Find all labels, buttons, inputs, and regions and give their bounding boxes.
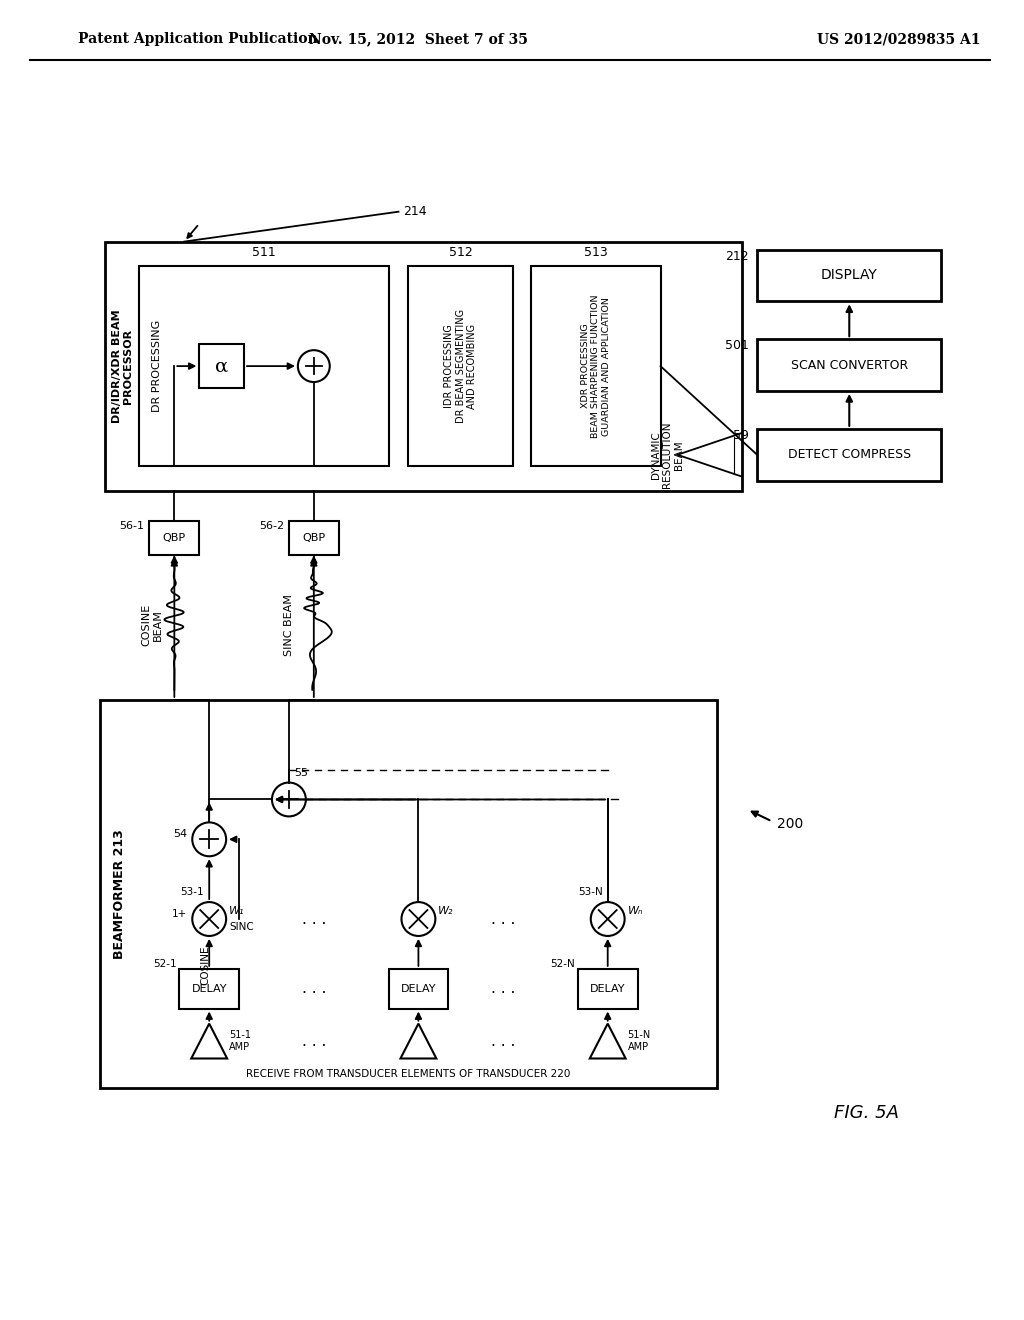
Text: 1+: 1+: [172, 909, 187, 919]
Text: 56-2: 56-2: [259, 520, 284, 531]
Text: SCAN CONVERTOR: SCAN CONVERTOR: [791, 359, 908, 372]
Text: 52-N: 52-N: [550, 958, 574, 969]
Text: . . .: . . .: [490, 912, 515, 927]
Text: . . .: . . .: [302, 912, 326, 927]
Text: Patent Application Publication: Patent Application Publication: [78, 33, 317, 46]
FancyBboxPatch shape: [388, 969, 449, 1008]
FancyBboxPatch shape: [289, 520, 339, 556]
Text: XDR PROCESSING
BEAM SHARPENING FUNCTION
GUARDIAN AND APPLICATION: XDR PROCESSING BEAM SHARPENING FUNCTION …: [581, 294, 610, 438]
Text: DELAY: DELAY: [191, 983, 227, 994]
Text: 51-N
AMP: 51-N AMP: [628, 1030, 651, 1052]
Text: 56-1: 56-1: [120, 520, 144, 531]
Text: W₁: W₁: [229, 906, 245, 916]
Text: Nov. 15, 2012  Sheet 7 of 35: Nov. 15, 2012 Sheet 7 of 35: [309, 33, 527, 46]
Text: . . .: . . .: [490, 981, 515, 997]
Text: Wₙ: Wₙ: [628, 906, 643, 916]
FancyBboxPatch shape: [578, 969, 638, 1008]
Text: FIG. 5A: FIG. 5A: [835, 1105, 899, 1122]
Text: QBP: QBP: [163, 533, 186, 543]
Text: 511: 511: [252, 246, 275, 259]
FancyBboxPatch shape: [99, 700, 717, 1089]
Text: SINC: SINC: [229, 921, 254, 932]
Text: W₂: W₂: [438, 906, 454, 916]
Text: 214: 214: [403, 205, 427, 218]
Text: . . .: . . .: [302, 981, 326, 997]
Text: US 2012/0289835 A1: US 2012/0289835 A1: [817, 33, 980, 46]
Text: QBP: QBP: [302, 533, 326, 543]
Text: 200: 200: [777, 817, 803, 832]
Text: 59: 59: [733, 429, 750, 442]
Text: DR PROCESSING: DR PROCESSING: [153, 319, 163, 412]
Text: SINC BEAM: SINC BEAM: [284, 594, 294, 656]
Text: DYNAMIC
RESOLUTION
BEAM: DYNAMIC RESOLUTION BEAM: [651, 421, 684, 488]
Text: 212: 212: [726, 249, 750, 263]
FancyBboxPatch shape: [757, 339, 941, 391]
Text: RECEIVE FROM TRANSDUCER ELEMENTS OF TRANSDUCER 220: RECEIVE FROM TRANSDUCER ELEMENTS OF TRAN…: [246, 1069, 570, 1080]
FancyBboxPatch shape: [104, 242, 742, 491]
FancyBboxPatch shape: [409, 267, 513, 466]
Text: 54: 54: [173, 829, 187, 840]
Text: 512: 512: [449, 246, 473, 259]
Text: DELAY: DELAY: [400, 983, 436, 994]
Text: COSINE
BEAM: COSINE BEAM: [141, 605, 163, 647]
FancyBboxPatch shape: [150, 520, 200, 556]
Text: . . .: . . .: [490, 1034, 515, 1048]
Text: DISPLAY: DISPLAY: [821, 268, 878, 282]
FancyBboxPatch shape: [531, 267, 660, 466]
Text: DELAY: DELAY: [590, 983, 626, 994]
Text: 51-1
AMP: 51-1 AMP: [229, 1030, 251, 1052]
FancyBboxPatch shape: [179, 969, 239, 1008]
Text: 53-N: 53-N: [578, 887, 603, 898]
Text: DR/IDR/XDR BEAM
PROCESSOR: DR/IDR/XDR BEAM PROCESSOR: [112, 309, 133, 422]
FancyBboxPatch shape: [757, 249, 941, 301]
Text: 52-1: 52-1: [153, 958, 176, 969]
Text: DETECT COMPRESS: DETECT COMPRESS: [787, 449, 911, 461]
Text: . . .: . . .: [302, 1034, 326, 1048]
Text: 55: 55: [294, 767, 308, 777]
Text: 501: 501: [725, 339, 750, 352]
FancyBboxPatch shape: [757, 429, 941, 480]
Text: 53-1: 53-1: [180, 887, 204, 898]
Text: COSINE: COSINE: [201, 946, 210, 986]
Text: 513: 513: [584, 246, 607, 259]
Text: α: α: [215, 358, 228, 375]
FancyBboxPatch shape: [139, 267, 388, 466]
FancyBboxPatch shape: [200, 345, 244, 388]
Text: IDR PROCESSING
DR BEAM SEGMENTING
AND RECOMBING: IDR PROCESSING DR BEAM SEGMENTING AND RE…: [444, 309, 477, 424]
Text: BEAMFORMER 213: BEAMFORMER 213: [113, 829, 126, 960]
